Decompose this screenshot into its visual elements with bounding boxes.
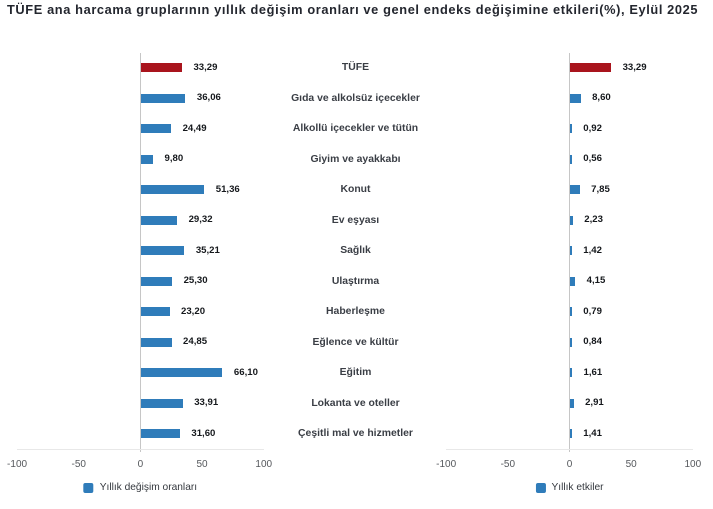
value-label: 24,49 (182, 122, 207, 134)
value-label: 0,92 (583, 122, 602, 134)
value-label: 7,85 (591, 183, 610, 195)
category-label: Çeşitli mal ve hizmetler (298, 428, 413, 440)
bar[interactable] (140, 276, 173, 286)
value-label: 4,15 (586, 275, 606, 287)
x-axis-tick-label: -100 (436, 458, 457, 470)
bar[interactable] (570, 185, 580, 195)
value-label: 25,30 (183, 275, 208, 287)
x-axis-line (16, 449, 265, 450)
x-axis-tick-label: 0 (566, 458, 573, 470)
x-axis-tick-label: 100 (255, 458, 273, 470)
bar[interactable] (570, 215, 573, 225)
zero-gridline (569, 52, 570, 452)
x-axis-tick-label: -50 (500, 458, 516, 470)
value-label: 33,29 (622, 61, 647, 73)
bar[interactable] (140, 154, 153, 164)
x-axis-tick-label: -50 (71, 458, 86, 470)
value-label: 0,84 (583, 336, 602, 348)
zero-gridline (139, 52, 141, 452)
bar[interactable] (570, 368, 572, 378)
value-label: 1,61 (583, 366, 603, 378)
bar[interactable] (570, 398, 574, 408)
bar[interactable] (570, 276, 576, 286)
legend-label: Yıllık değişim oranları (99, 482, 198, 493)
bar[interactable] (140, 307, 170, 317)
bar[interactable] (140, 246, 185, 256)
x-axis-tick-label: 100 (684, 458, 702, 470)
bar[interactable] (140, 398, 183, 408)
value-label: 31,60 (191, 427, 216, 439)
value-label: 51,36 (215, 183, 240, 195)
bar[interactable] (570, 429, 572, 439)
x-axis-tick-label: 50 (196, 458, 208, 470)
value-label: 36,06 (196, 92, 221, 104)
legend-swatch-icon (83, 483, 94, 493)
value-label: 33,91 (194, 397, 219, 409)
bar[interactable] (140, 185, 205, 195)
category-label: Alkollü içecekler ve tütün (292, 123, 419, 135)
bar-highlight[interactable] (140, 63, 182, 73)
value-label: 33,29 (193, 61, 218, 73)
category-label: Giyim ve ayakkabı (310, 153, 401, 165)
value-label: 66,10 (233, 366, 258, 378)
chart-title: TÜFE ana harcama gruplarının yıllık deği… (7, 1, 699, 17)
x-axis-tick-label: 50 (625, 458, 637, 470)
category-label: Ulaştırma (331, 275, 380, 287)
value-label: 1,42 (583, 244, 602, 256)
category-label: Haberleşme (326, 306, 385, 318)
legend-swatch-icon (535, 483, 546, 493)
bar[interactable] (140, 215, 178, 225)
category-label: Konut (340, 184, 371, 196)
x-axis-tick-label: 0 (137, 458, 144, 470)
value-label: 24,85 (183, 336, 208, 348)
bar[interactable] (140, 429, 180, 439)
value-label: 2,23 (584, 214, 603, 226)
value-label: 2,91 (585, 397, 604, 409)
bar[interactable] (140, 368, 223, 378)
category-label: Eğitim (339, 367, 372, 379)
bar[interactable] (570, 93, 581, 103)
category-label: Ev eşyası (331, 214, 380, 226)
x-axis-tick-label: -100 (7, 458, 28, 470)
value-label: 35,21 (195, 244, 220, 256)
category-label: Sağlık (340, 245, 371, 257)
value-label: 0,79 (583, 305, 602, 317)
bar[interactable] (140, 93, 186, 103)
value-label: 8,60 (592, 92, 611, 104)
value-label: 9,80 (164, 153, 184, 165)
category-label: Eğlence ve kültür (312, 336, 399, 348)
value-label: 1,41 (583, 427, 602, 439)
category-label: Lokanta ve oteller (311, 397, 400, 409)
value-label: 23,20 (181, 305, 206, 317)
legend-label: Yıllık etkiler (551, 482, 604, 493)
bar[interactable] (570, 124, 572, 134)
legend-annual-effects[interactable]: Yıllık etkiler (535, 482, 604, 494)
legend-annual-change[interactable]: Yıllık değişim oranları (83, 482, 198, 494)
value-label: 29,32 (188, 214, 213, 226)
bar-highlight[interactable] (570, 63, 612, 73)
value-label: 0,56 (583, 153, 602, 165)
x-axis-line (445, 449, 694, 450)
category-label: Gıda ve alkolsüz içecekler (291, 92, 420, 104)
bar[interactable] (570, 154, 572, 164)
bar[interactable] (570, 307, 572, 317)
bar[interactable] (140, 124, 172, 134)
bar[interactable] (140, 337, 172, 347)
category-label: TÜFE (341, 62, 370, 74)
bar[interactable] (570, 337, 572, 347)
bar[interactable] (570, 246, 572, 256)
